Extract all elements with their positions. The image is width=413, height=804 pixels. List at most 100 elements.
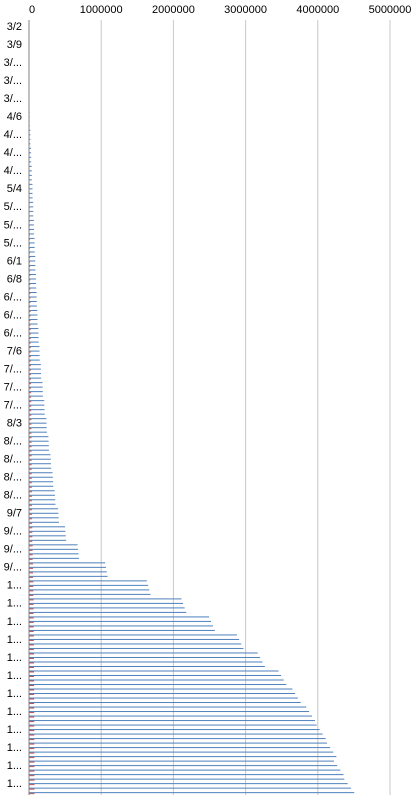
y-tick-label: 1... (7, 706, 22, 718)
bar-series1 (29, 647, 244, 649)
bar-series1 (29, 548, 79, 550)
y-tick-label: 9/... (4, 526, 22, 538)
bar-series1 (29, 454, 51, 456)
y-tick-label: 5/... (4, 201, 22, 213)
bar-series1 (29, 670, 279, 672)
bar-series2 (29, 531, 33, 533)
bar-series1 (29, 720, 315, 722)
bar-series2 (29, 369, 31, 371)
bar-series1 (29, 463, 51, 465)
bar-series2 (29, 545, 33, 547)
bar-series2 (29, 378, 31, 380)
bar-series1 (29, 792, 355, 794)
bar-series2 (29, 365, 31, 367)
bar-series1 (29, 337, 39, 339)
bar-series2 (29, 572, 33, 574)
bar-series2 (29, 320, 31, 322)
bar-series1 (29, 292, 37, 294)
gridlines (100, 20, 391, 795)
bar-series2 (29, 428, 32, 430)
bar-series2 (29, 752, 35, 754)
bar-series1 (29, 373, 42, 375)
x-tick-label: 4000000 (296, 4, 339, 16)
y-tick-label: 6/... (4, 309, 22, 321)
bar-series1 (29, 174, 32, 176)
bar-series2 (29, 666, 34, 668)
bar-series2 (29, 644, 34, 646)
bar-series2 (29, 621, 34, 623)
y-axis-tick-labels: 3/2 3/9 3/... 3/... 3/... 4/6 4/... 4/... 4/... 5… (4, 21, 22, 790)
bar-series2 (29, 315, 31, 317)
bar-series1 (29, 512, 59, 514)
bar-series1 (29, 323, 38, 325)
y-tick-label: 8/3 (7, 418, 22, 430)
bar-series2 (29, 509, 33, 511)
bars (29, 39, 355, 795)
y-tick-label: 5/4 (7, 183, 22, 195)
bar-series1 (29, 147, 32, 149)
bar-series2 (29, 261, 31, 263)
bar-series2 (29, 716, 35, 718)
bar-series2 (29, 256, 31, 258)
bar-series2 (29, 396, 32, 398)
bar-series1 (29, 715, 313, 717)
bar-series1 (29, 598, 182, 600)
bar-series2 (29, 270, 31, 272)
bar-series2 (29, 306, 31, 308)
bar-series1 (29, 760, 334, 762)
bar-series1 (29, 783, 348, 785)
bar-series1 (29, 359, 40, 361)
bar-series1 (29, 206, 34, 208)
y-tick-label: 7/6 (7, 345, 22, 357)
bar-series1 (29, 179, 32, 181)
bar-series2 (29, 653, 34, 655)
bar-series2 (29, 387, 32, 389)
bar-series1 (29, 751, 334, 753)
bar-series2 (29, 685, 35, 687)
bar-series1 (29, 305, 37, 307)
bar-series2 (29, 639, 34, 641)
bar-series1 (29, 237, 35, 239)
y-tick-label: 1... (7, 580, 22, 592)
bar-series1 (29, 314, 38, 316)
bar-series1 (29, 517, 59, 519)
bar-series2 (29, 450, 32, 452)
bar-series1 (29, 472, 53, 474)
y-tick-label: 7/... (4, 381, 22, 393)
bar-series1 (29, 643, 242, 645)
bar-series2 (29, 612, 34, 614)
y-tick-label: 6/8 (7, 273, 22, 285)
bar-series1 (29, 625, 213, 627)
bar-series2 (29, 599, 34, 601)
bar-series1 (29, 201, 34, 203)
bar-series1 (29, 246, 35, 248)
y-tick-label: 1... (7, 598, 22, 610)
bar-series1 (29, 562, 106, 564)
bar-series2 (29, 468, 32, 470)
bar-series2 (29, 432, 32, 434)
bar-series2 (29, 374, 31, 376)
bar-series2 (29, 793, 35, 795)
bar-series2 (29, 459, 32, 461)
y-tick-label: 1... (7, 688, 22, 700)
bar-series1 (29, 521, 60, 523)
bar-series2 (29, 766, 35, 768)
bar-series2 (29, 392, 32, 394)
bar-series1 (29, 368, 41, 370)
bar-series1 (29, 251, 35, 253)
bar-series2 (29, 274, 31, 276)
bar-series1 (29, 341, 39, 343)
y-tick-label: 1... (7, 634, 22, 646)
bar-series1 (29, 526, 66, 528)
bar-series2 (29, 626, 34, 628)
bar-series2 (29, 360, 31, 362)
bar-series1 (29, 634, 237, 636)
bar-series1 (29, 395, 43, 397)
bar-series2 (29, 423, 32, 425)
bar-series1 (29, 260, 36, 262)
bar-series1 (29, 170, 32, 172)
bar-series2 (29, 657, 34, 659)
bar-series2 (29, 356, 31, 358)
bar-series2 (29, 590, 34, 592)
